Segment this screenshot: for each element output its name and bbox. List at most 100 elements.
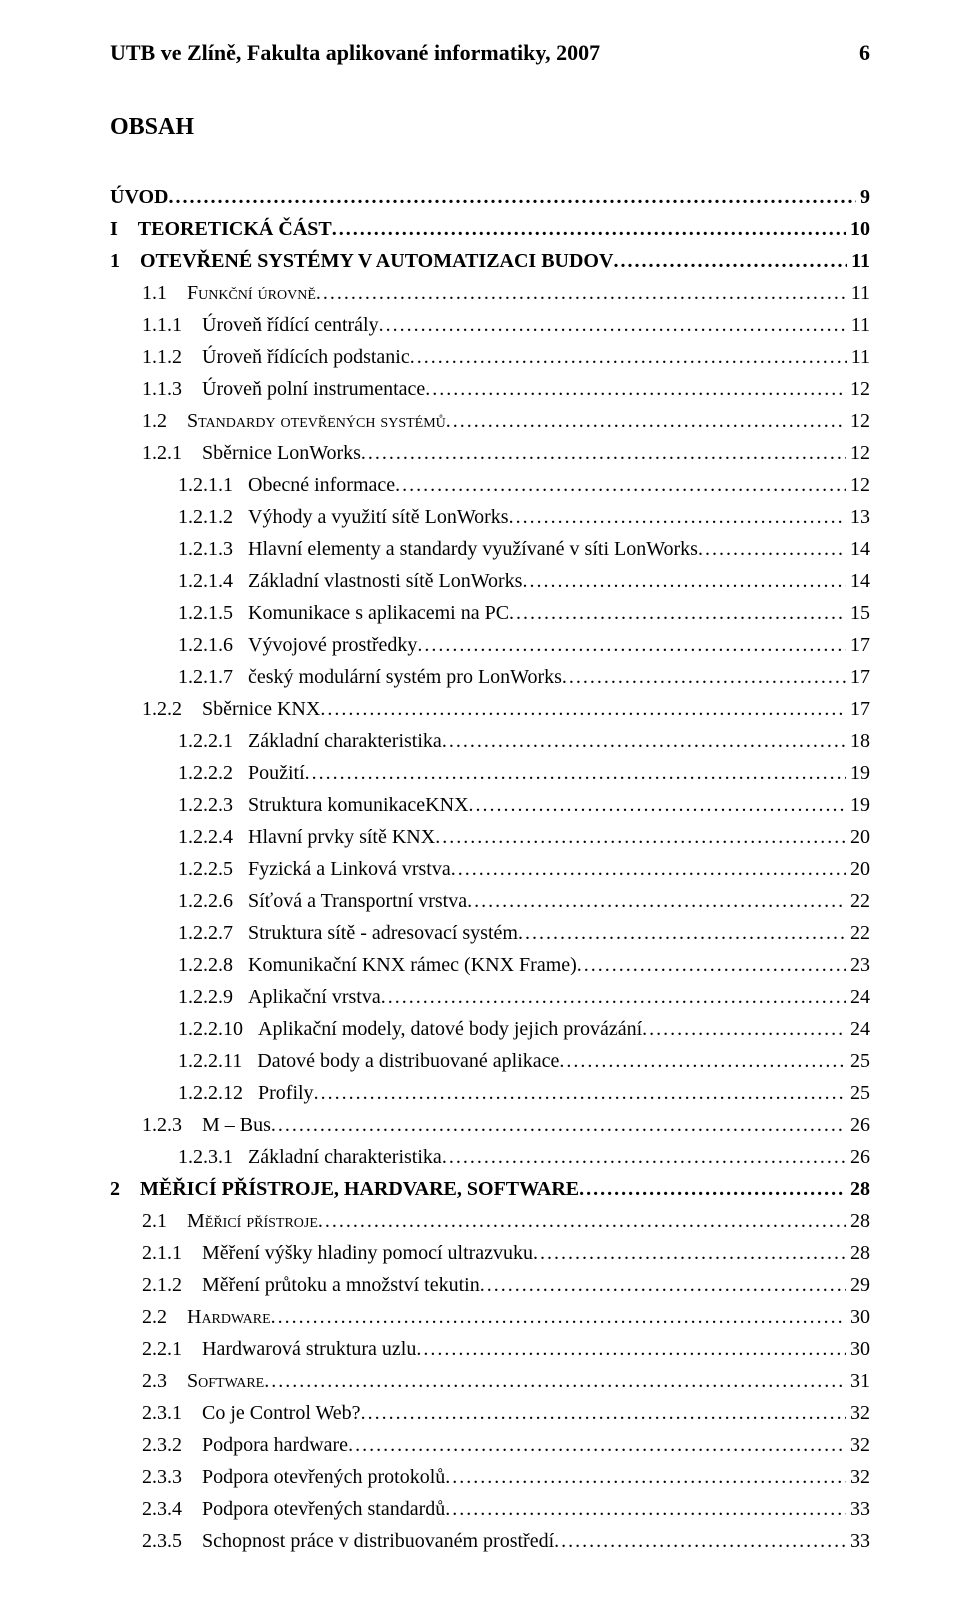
- toc-entry-page: 24: [846, 1013, 870, 1045]
- toc-leader-dots: [348, 1429, 846, 1461]
- toc-entry-page: 25: [846, 1077, 870, 1109]
- toc-entry-label: 1.2.2.1 Základní charakteristika: [178, 725, 442, 757]
- toc-leader-dots: [395, 469, 846, 501]
- toc-entry: 2.1 Měřicí přístroje28: [110, 1205, 870, 1237]
- toc-entry-label: ÚVOD: [110, 181, 169, 213]
- toc-leader-dots: [410, 341, 847, 373]
- toc-entry-label: 1.2.1 Sběrnice LonWorks: [142, 437, 361, 469]
- toc-entry: 1.2.3.1 Základní charakteristika 26: [110, 1141, 870, 1173]
- toc-leader-dots: [425, 373, 846, 405]
- toc-entry: 1.1.1 Úroveň řídící centrály 11: [110, 309, 870, 341]
- toc-entry-label: 1.2.1.7 český modulární systém pro LonWo…: [178, 661, 562, 693]
- toc-leader-dots: [305, 757, 846, 789]
- toc-entry-page: 13: [846, 501, 870, 533]
- toc-leader-dots: [554, 1525, 846, 1557]
- toc-entry: 1.2.2.3 Struktura komunikaceKNX19: [110, 789, 870, 821]
- toc-entry-page: 30: [846, 1301, 870, 1333]
- toc-entry-label: 1.2.2 Sběrnice KNX: [142, 693, 320, 725]
- toc-leader-dots: [562, 661, 846, 693]
- toc-entry: 1.1.3 Úroveň polní instrumentace12: [110, 373, 870, 405]
- toc-entry-label: 1.2.2.2 Použití: [178, 757, 305, 789]
- toc-entry: 1.1 Funkční úrovně11: [110, 277, 870, 309]
- toc-leader-dots: [379, 309, 847, 341]
- toc-entry: 1.2.1.7 český modulární systém pro LonWo…: [110, 661, 870, 693]
- toc-entry: 1.2.2.2 Použití19: [110, 757, 870, 789]
- toc-leader-dots: [467, 885, 846, 917]
- toc-entry: 1.2.2.8 Komunikační KNX rámec (KNX Frame…: [110, 949, 870, 981]
- toc-entry-label: 2.2 Hardware: [142, 1301, 271, 1333]
- toc-entry-label: 1.2.1.5 Komunikace s aplikacemi na PC: [178, 597, 509, 629]
- toc-entry-page: 11: [847, 277, 870, 309]
- toc-entry-label: 1.2.3.1 Základní charakteristika: [178, 1141, 442, 1173]
- toc-entry-page: 33: [846, 1493, 870, 1525]
- toc-entry-label: 2.3.4 Podpora otevřených standardů: [142, 1493, 445, 1525]
- toc-entry-label: 1.2.3 M – Bus: [142, 1109, 271, 1141]
- toc-entry: 1.2.2.9 Aplikační vrstva24: [110, 981, 870, 1013]
- toc-leader-dots: [361, 437, 846, 469]
- toc-entry-label: 2 MĚŘICÍ PŘÍSTROJE, HARDVARE, SOFTWARE: [110, 1173, 579, 1205]
- toc-entry-page: 11: [847, 309, 870, 341]
- toc-entry-page: 17: [846, 629, 870, 661]
- toc-entry-label: 1.2.2.10 Aplikační modely, datové body j…: [178, 1013, 642, 1045]
- toc-entry: 1.2.1.5 Komunikace s aplikacemi na PC15: [110, 597, 870, 629]
- toc-leader-dots: [381, 981, 846, 1013]
- toc-entry: 1 OTEVŘENÉ SYSTÉMY V AUTOMATIZACI BUDOV1…: [110, 245, 870, 277]
- toc-leader-dots: [469, 789, 846, 821]
- toc-entry-page: 14: [846, 533, 870, 565]
- toc-leader-dots: [435, 821, 846, 853]
- toc-entry: 1.1.2 Úroveň řídících podstanic11: [110, 341, 870, 373]
- toc-leader-dots: [533, 1237, 846, 1269]
- toc-entry-label: 1.2.2.11 Datové body a distribuované apl…: [178, 1045, 559, 1077]
- toc-leader-dots: [442, 725, 846, 757]
- toc-entry-page: 29: [846, 1269, 870, 1301]
- toc-entry: 1.2.3 M – Bus 26: [110, 1109, 870, 1141]
- toc-entry-label: 1.2.2.7 Struktura sítě - adresovací syst…: [178, 917, 518, 949]
- toc-entry-page: 26: [846, 1109, 870, 1141]
- toc-entry-page: 32: [846, 1461, 870, 1493]
- toc-entry-label: 2.3 Software: [142, 1365, 264, 1397]
- toc-container: ÚVOD9I TEORETICKÁ ČÁST101 OTEVŘENÉ SYSTÉ…: [110, 181, 870, 1557]
- toc-entry-page: 24: [846, 981, 870, 1013]
- toc-entry-label: 1.2.1.6 Vývojové prostředky: [178, 629, 417, 661]
- toc-entry: 2.3.5 Schopnost práce v distribuovaném p…: [110, 1525, 870, 1557]
- toc-entry-label: 1.2.1.3 Hlavní elementy a standardy využ…: [178, 533, 698, 565]
- toc-leader-dots: [698, 533, 846, 565]
- toc-entry: 1.2.2.6 Síťová a Transportní vrstva22: [110, 885, 870, 917]
- toc-entry-label: 1.2.2.4 Hlavní prvky sítě KNX: [178, 821, 435, 853]
- toc-entry-page: 32: [846, 1397, 870, 1429]
- toc-entry: ÚVOD 9: [110, 181, 870, 213]
- toc-leader-dots: [642, 1013, 846, 1045]
- toc-entry-label: 1.2.2.6 Síťová a Transportní vrstva: [178, 885, 467, 917]
- toc-entry-page: 17: [846, 661, 870, 693]
- toc-leader-dots: [480, 1269, 846, 1301]
- toc-entry-page: 9: [856, 181, 870, 213]
- toc-entry-label: 1.2.2.3 Struktura komunikaceKNX: [178, 789, 469, 821]
- toc-entry-page: 25: [846, 1045, 870, 1077]
- toc-leader-dots: [332, 213, 846, 245]
- toc-entry-page: 26: [846, 1141, 870, 1173]
- toc-entry-page: 20: [846, 853, 870, 885]
- toc-leader-dots: [451, 853, 846, 885]
- toc-entry-page: 28: [846, 1237, 870, 1269]
- toc-entry-page: 12: [846, 405, 870, 437]
- toc-entry: 1.2.2.10 Aplikační modely, datové body j…: [110, 1013, 870, 1045]
- toc-entry-page: 14: [846, 565, 870, 597]
- toc-entry: 2.1.2 Měření průtoku a množství tekutin2…: [110, 1269, 870, 1301]
- toc-entry-label: 1.1.1 Úroveň řídící centrály: [142, 309, 379, 341]
- toc-entry-label: 2.1.1 Měření výšky hladiny pomocí ultraz…: [142, 1237, 533, 1269]
- toc-leader-dots: [271, 1301, 846, 1333]
- toc-leader-dots: [522, 565, 846, 597]
- toc-leader-dots: [316, 277, 847, 309]
- toc-entry: 1.2.2 Sběrnice KNX 17: [110, 693, 870, 725]
- toc-entry: 1.2.2.7 Struktura sítě - adresovací syst…: [110, 917, 870, 949]
- toc-entry-label: 1.1.3 Úroveň polní instrumentace: [142, 373, 425, 405]
- toc-leader-dots: [361, 1397, 846, 1429]
- toc-leader-dots: [445, 1493, 846, 1525]
- toc-entry-label: I TEORETICKÁ ČÁST: [110, 213, 332, 245]
- toc-entry: 2.3.4 Podpora otevřených standardů 33: [110, 1493, 870, 1525]
- toc-entry: 1.2.1 Sběrnice LonWorks12: [110, 437, 870, 469]
- toc-entry-label: 1.2.2.12 Profily: [178, 1077, 314, 1109]
- toc-entry-page: 17: [846, 693, 870, 725]
- toc-leader-dots: [579, 1173, 846, 1205]
- toc-entry-label: 1.1.2 Úroveň řídících podstanic: [142, 341, 410, 373]
